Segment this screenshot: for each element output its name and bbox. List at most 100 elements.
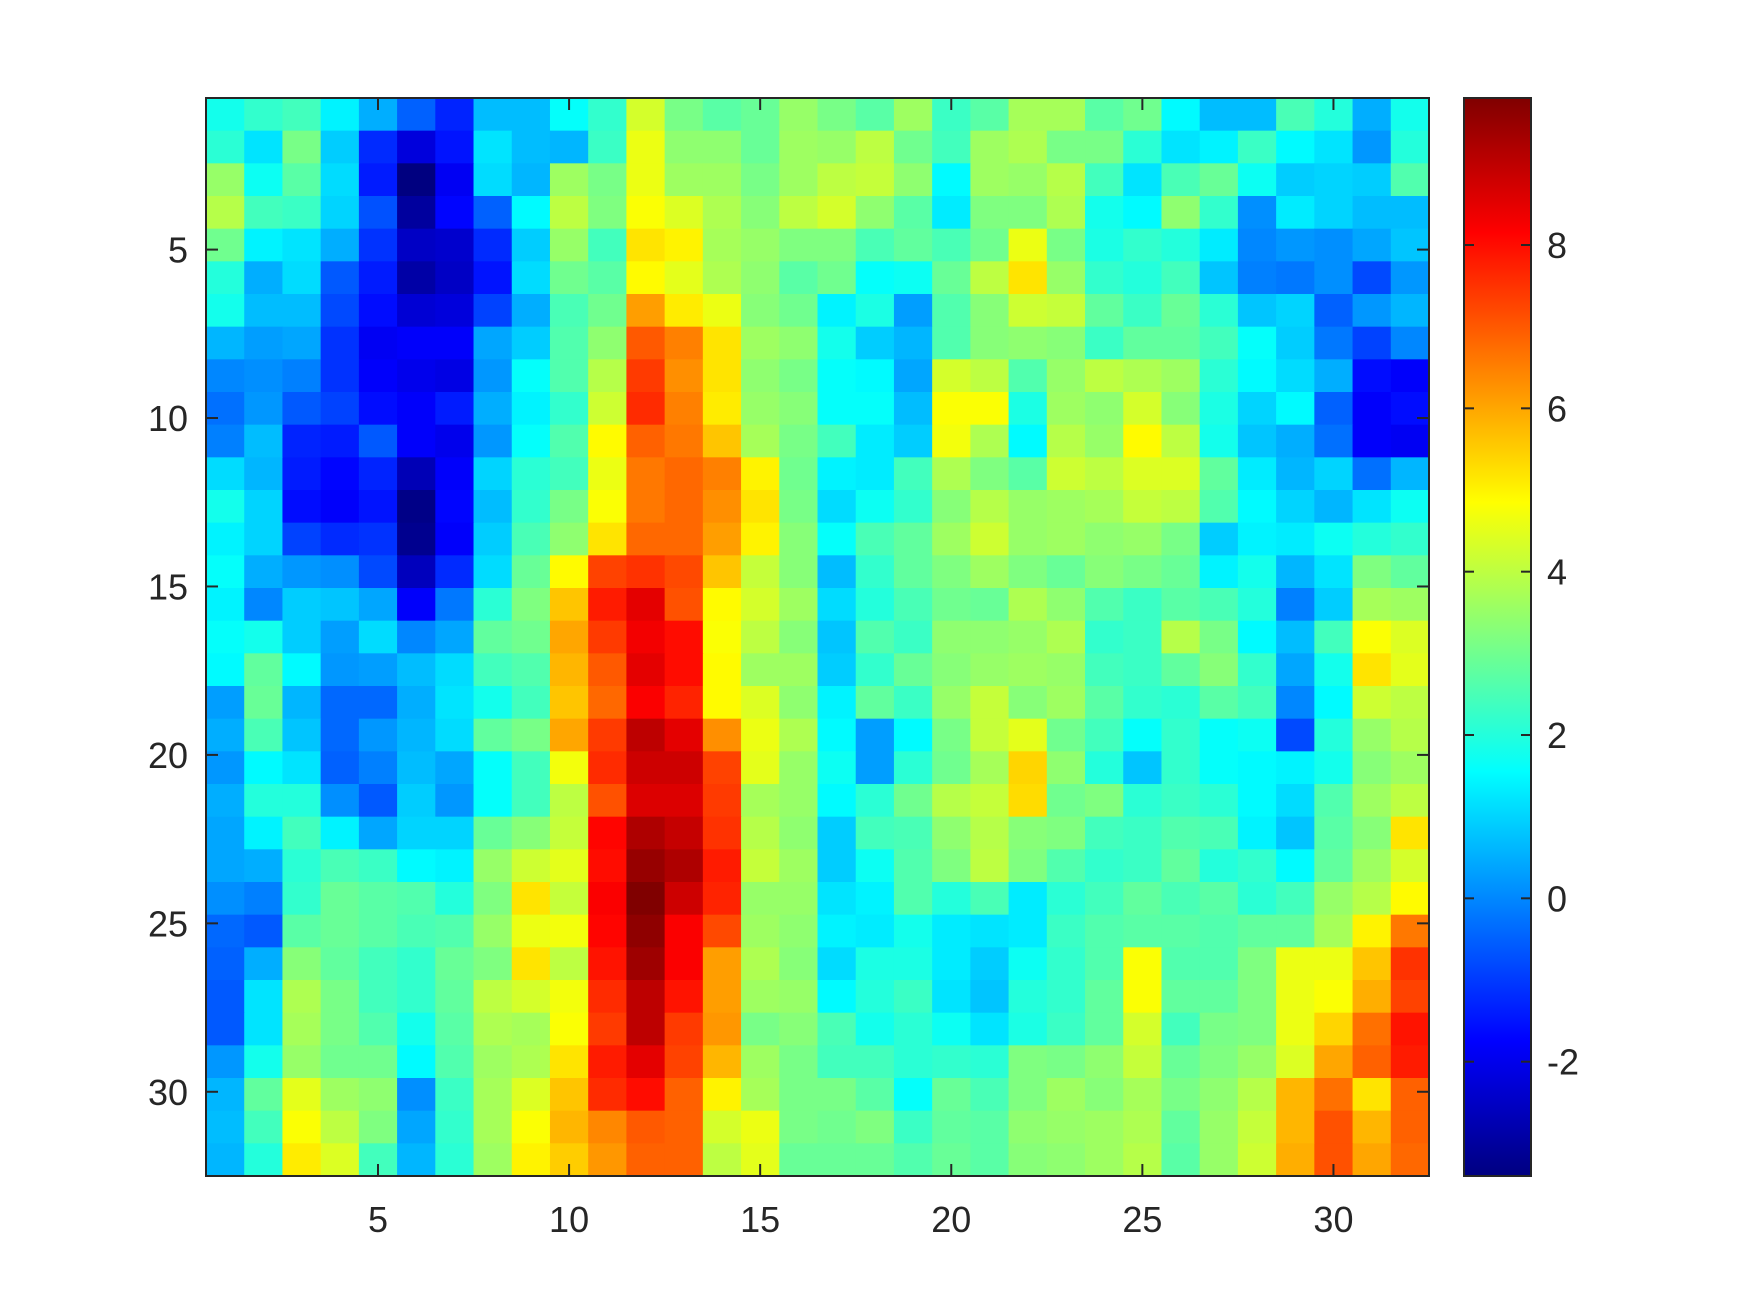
heatmap-cell [1123, 1012, 1163, 1046]
heatmap-cell [358, 196, 398, 230]
heatmap-cell [855, 196, 895, 230]
heatmap-cell [1161, 1110, 1201, 1144]
heatmap-cell [1046, 294, 1086, 328]
heatmap-cell [358, 980, 398, 1014]
heatmap-cell [1199, 751, 1239, 785]
heatmap-cell [511, 1143, 551, 1177]
heatmap-cell [817, 490, 857, 524]
heatmap-cell [473, 947, 513, 981]
heatmap-cell [664, 849, 704, 883]
heatmap-cell [397, 653, 436, 687]
heatmap-cell [893, 196, 933, 230]
heatmap-cell [626, 261, 666, 295]
heatmap-cell [473, 1143, 513, 1177]
heatmap-cell [1123, 816, 1163, 850]
heatmap-cell [1276, 98, 1315, 132]
heatmap-cell [893, 816, 933, 850]
heatmap-cell [1237, 718, 1277, 752]
heatmap-cell [473, 490, 513, 524]
heatmap-cell [1390, 914, 1430, 948]
heatmap-cell [1161, 784, 1201, 818]
heatmap-cell [1237, 163, 1277, 197]
heatmap-cell [1352, 294, 1392, 328]
heatmap-cell [817, 784, 857, 818]
heatmap-cell [358, 718, 398, 752]
heatmap-cell [1161, 980, 1201, 1014]
heatmap-cell [1123, 326, 1163, 360]
heatmap-cell [588, 620, 628, 654]
heatmap-cell [817, 98, 857, 132]
heatmap-cell [473, 98, 513, 132]
heatmap-cell [1008, 588, 1048, 622]
heatmap-cell [320, 130, 360, 164]
heatmap-cell [1123, 1078, 1163, 1112]
heatmap-cell [1199, 228, 1239, 262]
heatmap-cell [932, 620, 971, 654]
heatmap-cell [397, 261, 436, 295]
heatmap-cell [970, 620, 1010, 654]
heatmap-cell [1237, 326, 1277, 360]
heatmap-cell [855, 424, 895, 458]
heatmap-cell [1314, 718, 1354, 752]
heatmap-cell [779, 947, 819, 981]
heatmap-cell [206, 849, 245, 883]
heatmap-cell [1046, 555, 1086, 589]
heatmap-cell [779, 359, 819, 393]
heatmap-cell [817, 228, 857, 262]
heatmap-cell [511, 98, 551, 132]
heatmap-cell [970, 1012, 1010, 1046]
heatmap-cell [893, 1143, 933, 1177]
heatmap-cell [473, 294, 513, 328]
heatmap-cell [282, 947, 322, 981]
heatmap-cell [626, 98, 666, 132]
heatmap-cell [741, 686, 780, 720]
heatmap-cell [1276, 490, 1315, 524]
heatmap-cell [1199, 980, 1239, 1014]
heatmap-cell [1008, 294, 1048, 328]
heatmap-cell [1352, 718, 1392, 752]
heatmap-cell [244, 816, 284, 850]
heatmap-cell [320, 588, 360, 622]
heatmap-cell [282, 882, 322, 916]
heatmap-cell [1123, 751, 1163, 785]
heatmap-cell [1390, 1012, 1430, 1046]
heatmap-cell [1199, 359, 1239, 393]
heatmap-cell [358, 326, 398, 360]
heatmap-cell [1161, 130, 1201, 164]
heatmap-cell [1046, 1045, 1086, 1079]
heatmap-cell [1161, 424, 1201, 458]
heatmap-cell [1085, 980, 1124, 1014]
heatmap-cell [932, 1045, 971, 1079]
heatmap-cell [435, 424, 475, 458]
heatmap-cell [817, 718, 857, 752]
heatmap-cell [1046, 490, 1086, 524]
heatmap-cell [664, 1110, 704, 1144]
heatmap-cell [970, 392, 1010, 426]
y-tick-label: 20 [148, 735, 188, 776]
heatmap-cell [244, 228, 284, 262]
heatmap-cell [1085, 490, 1124, 524]
heatmap-cell [473, 686, 513, 720]
heatmap-cell [435, 98, 475, 132]
heatmap-cell [397, 196, 436, 230]
heatmap-cell [1237, 1143, 1277, 1177]
heatmap-cell [1046, 163, 1086, 197]
heatmap-cell [779, 326, 819, 360]
heatmap-cell [932, 163, 971, 197]
heatmap-cell [932, 588, 971, 622]
heatmap-cell [1046, 784, 1086, 818]
heatmap-cell [1314, 490, 1354, 524]
heatmap-cell [473, 326, 513, 360]
heatmap-cell [702, 686, 742, 720]
heatmap-cell [588, 653, 628, 687]
heatmap-cell [244, 914, 284, 948]
heatmap-cell [1085, 588, 1124, 622]
heatmap-cell [244, 784, 284, 818]
heatmap-cell [1085, 816, 1124, 850]
heatmap-cell [1390, 522, 1430, 556]
heatmap-cell [664, 490, 704, 524]
heatmap-cell [1008, 228, 1048, 262]
heatmap-cell [588, 294, 628, 328]
heatmap-cell [664, 98, 704, 132]
heatmap-cell [320, 882, 360, 916]
